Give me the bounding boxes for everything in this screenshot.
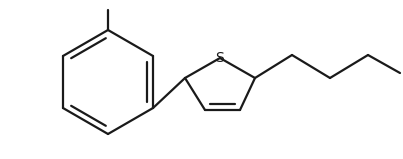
Text: S: S <box>216 51 224 65</box>
